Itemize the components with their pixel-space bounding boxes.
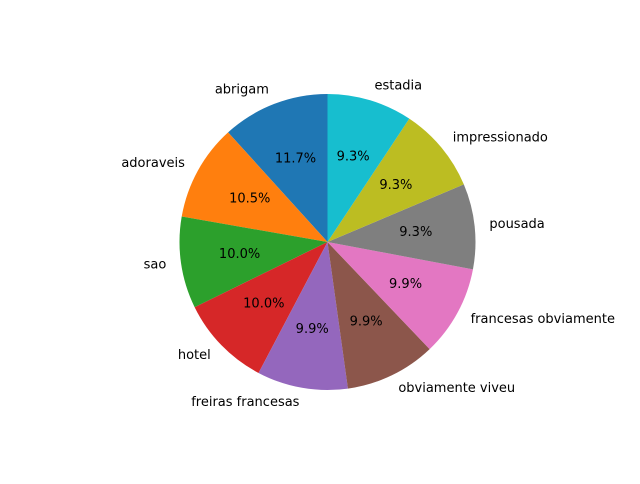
labels-layer: 11.7% abrigam 10.5% adoraveis 10.0% sao 10.0% h… bbox=[121, 79, 615, 410]
slice-percent-label: 9.9% bbox=[389, 277, 422, 292]
slice-category-label: abrigam bbox=[215, 83, 269, 98]
slice-category-label: adoraveis bbox=[121, 156, 185, 171]
pie-slice-hotel bbox=[194, 242, 328, 373]
slice-category-label: impressionado bbox=[453, 131, 548, 146]
slice-category-label: obviamente viveu bbox=[398, 381, 515, 396]
pie-slice-pousada bbox=[327, 184, 476, 270]
pie-slice-abrigam bbox=[228, 94, 328, 242]
pie-slice-sao bbox=[179, 216, 328, 308]
slice-percent-label: 10.5% bbox=[229, 192, 270, 207]
pie-slice-francesas-obviamente bbox=[327, 242, 473, 350]
slice-percent-label: 9.3% bbox=[337, 149, 370, 164]
slice-percent-label: 9.9% bbox=[296, 322, 329, 337]
slice-category-label: hotel bbox=[178, 348, 211, 363]
slice-category-label: estadia bbox=[374, 79, 422, 94]
slice-percent-label: 11.7% bbox=[275, 152, 316, 167]
slice-percent-label: 9.9% bbox=[350, 314, 383, 329]
pie-slice-estadia bbox=[327, 94, 410, 242]
pie-slice-obviamente-viveu bbox=[327, 242, 430, 389]
slice-category-label: pousada bbox=[489, 217, 544, 232]
slices-layer bbox=[179, 94, 476, 390]
pie-slice-impressionado bbox=[327, 118, 464, 242]
pie-slice-freiras-francesas bbox=[258, 242, 348, 390]
slice-percent-label: 9.3% bbox=[379, 178, 412, 193]
slice-percent-label: 10.0% bbox=[243, 296, 284, 311]
slice-percent-label: 9.3% bbox=[399, 225, 432, 240]
pie-slice-adoraveis bbox=[181, 132, 328, 242]
slice-category-label: sao bbox=[144, 257, 167, 272]
slice-percent-label: 10.0% bbox=[219, 247, 260, 262]
slice-category-label: francesas obviamente bbox=[471, 312, 615, 327]
slice-category-label: freiras francesas bbox=[191, 395, 299, 410]
